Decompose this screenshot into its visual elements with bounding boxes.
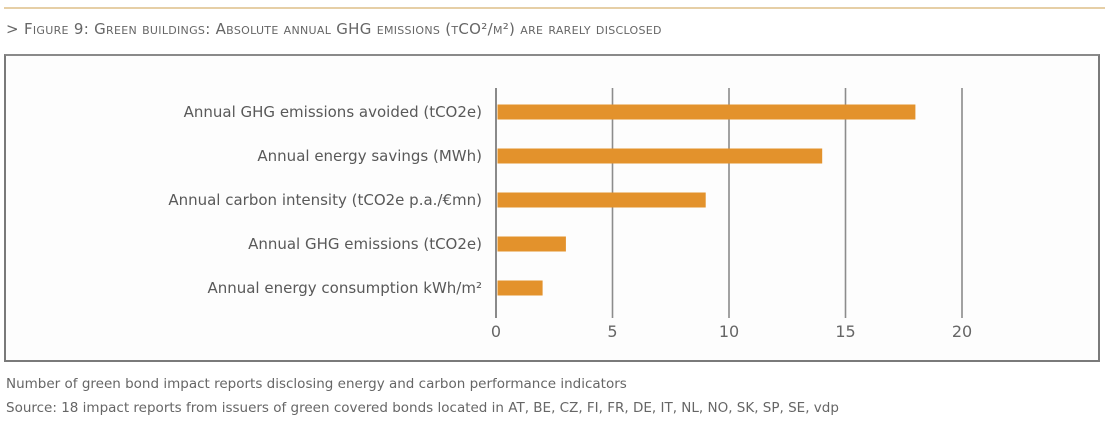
figure-title-text: Figure 9: Green buildings: Absolute annu… xyxy=(23,20,662,38)
chart-caption: Number of green bond impact reports disc… xyxy=(6,376,627,392)
chart-source: Source: 18 impact reports from issuers o… xyxy=(6,400,839,416)
bar-2 xyxy=(497,148,823,164)
x-tick-labels: 0 5 10 15 20 xyxy=(491,322,972,341)
bars xyxy=(497,104,916,296)
category-label-5: Annual energy consumption kWh/m² xyxy=(207,279,482,297)
bar-4 xyxy=(497,236,566,252)
bar-5 xyxy=(497,280,543,296)
x-tick-label-20: 20 xyxy=(952,322,972,341)
top-rule xyxy=(4,7,1105,9)
figure-title: > Figure 9: Green buildings: Absolute an… xyxy=(6,20,662,38)
category-label-1: Annual GHG emissions avoided (tCO2e) xyxy=(184,103,482,121)
category-label-3: Annual carbon intensity (tCO2e p.a./€mn) xyxy=(168,191,482,209)
bar-1 xyxy=(497,104,916,120)
x-tick-label-5: 5 xyxy=(607,322,617,341)
category-label-4: Annual GHG emissions (tCO2e) xyxy=(248,235,482,253)
category-label-2: Annual energy savings (MWh) xyxy=(257,147,482,165)
x-tick-label-0: 0 xyxy=(491,322,501,341)
bar-3 xyxy=(497,192,706,208)
gridlines xyxy=(495,88,963,318)
figure-title-prefix: > xyxy=(6,20,24,38)
category-labels: Annual GHG emissions avoided (tCO2e) Annu… xyxy=(168,103,482,297)
x-tick-label-15: 15 xyxy=(835,322,855,341)
x-tick-label-10: 10 xyxy=(719,322,739,341)
